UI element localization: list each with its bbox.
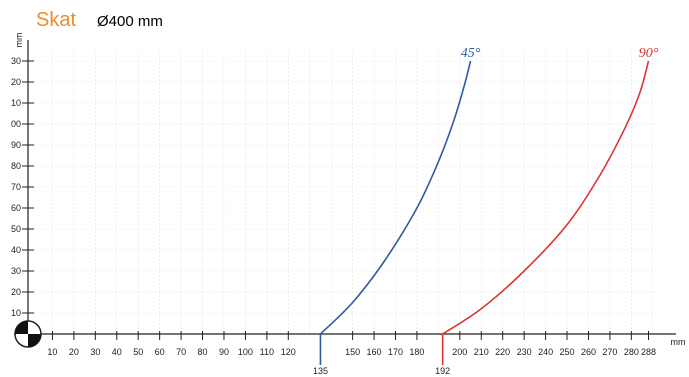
y-axis-unit: mm (14, 33, 24, 48)
series-label-45: 45° (461, 46, 481, 61)
y-tick-label: 90 (11, 140, 21, 150)
x-tick-label: 70 (176, 347, 186, 357)
x-axis-unit: mm (671, 337, 686, 347)
y-tick-label: 30 (11, 266, 21, 276)
x-tick-label: 120 (281, 347, 296, 357)
y-tick-label: 50 (11, 224, 21, 234)
x-tick-label: 180 (409, 347, 424, 357)
y-tick-label: 20 (11, 77, 21, 87)
x-tick-label: 150 (345, 347, 360, 357)
x-tick-label: 40 (112, 347, 122, 357)
y-tick-label: 10 (11, 98, 21, 108)
y-tick-label: 60 (11, 203, 21, 213)
x-tick-label: 230 (517, 347, 532, 357)
x-tick-label: 30 (90, 347, 100, 357)
x-tick-label: 250 (560, 347, 575, 357)
x-tick-label: 170 (388, 347, 403, 357)
y-tick-label: 00 (11, 119, 21, 129)
series-line-90 (442, 60, 650, 335)
x-tick-label: 10 (47, 347, 57, 357)
x-tick-label: 200 (452, 347, 467, 357)
x-tick-label: 90 (219, 347, 229, 357)
x-tick-label: 270 (602, 347, 617, 357)
x-tick-label: 20 (69, 347, 79, 357)
x-tick-label: 210 (474, 347, 489, 357)
x-tick-label: 60 (155, 347, 165, 357)
chart-title: Skat (36, 9, 76, 31)
grid (35, 51, 657, 334)
x-tick-label: 280 (624, 347, 639, 357)
series-start-label-45: 135 (313, 366, 328, 376)
series-group: 135 45° 192 90° (313, 46, 659, 376)
y-tick-label: 40 (11, 245, 21, 255)
x-tick-label: 220 (495, 347, 510, 357)
y-tick-label: 20 (11, 287, 21, 297)
x-tick-label: 50 (133, 347, 143, 357)
chart-subtitle: Ø400 mm (97, 13, 163, 30)
x-tick-label: 260 (581, 347, 596, 357)
x-tick-label: 160 (367, 347, 382, 357)
series-label-90: 90° (639, 46, 659, 61)
x-tick-label: 288 (641, 347, 656, 357)
y-tick-label: 30 (11, 56, 21, 66)
y-tick-label: 80 (11, 161, 21, 171)
y-tick-label: 10 (11, 308, 21, 318)
x-tick-label: 110 (260, 347, 274, 357)
y-tick-label: 70 (11, 182, 21, 192)
ticks: 10 20 30 40 50 60 70 80 90 100 110 120 150 160 170 180 2… (11, 56, 656, 357)
origin-target-icon (14, 320, 42, 348)
x-tick-label: 80 (198, 347, 208, 357)
series-start-label-90: 192 (435, 366, 450, 376)
series-line-45 (319, 60, 472, 335)
x-tick-label: 240 (538, 347, 553, 357)
x-tick-label: 100 (238, 347, 253, 357)
